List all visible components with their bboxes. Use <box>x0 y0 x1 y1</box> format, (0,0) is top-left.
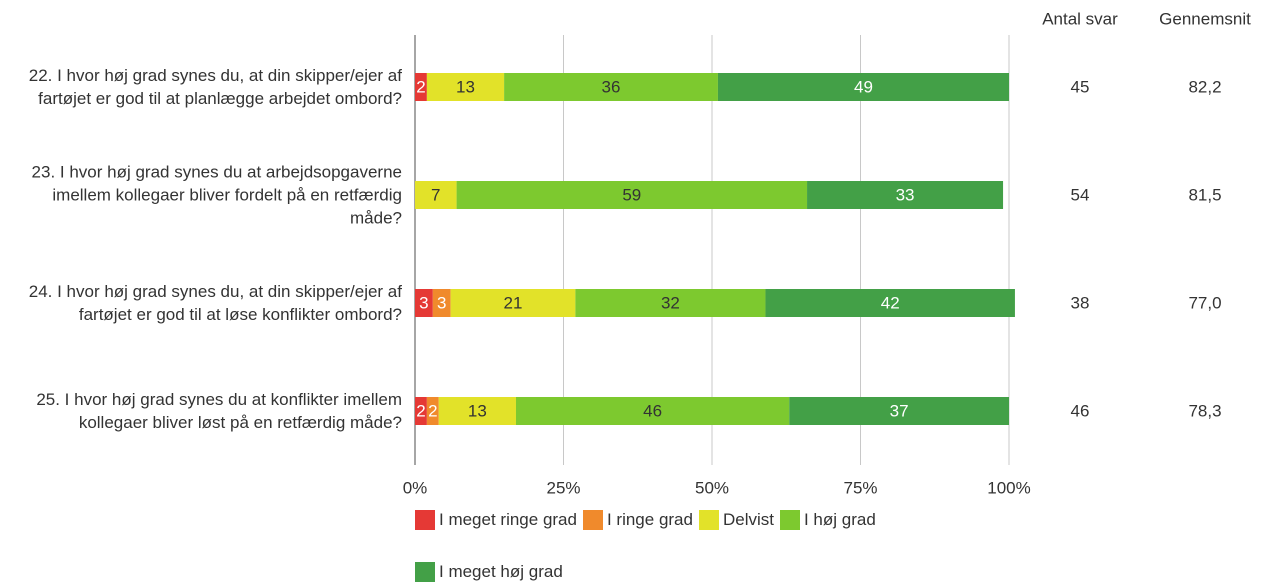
column-header: Antal svar <box>1042 9 1118 28</box>
bar-segment <box>504 73 718 101</box>
column-value: 77,0 <box>1188 293 1221 312</box>
data-label: 49 <box>854 77 873 96</box>
bar-segment <box>438 397 516 425</box>
category-label: 23. I hvor høj grad synes du at arbejdso… <box>31 162 402 228</box>
legend-swatch <box>698 510 719 530</box>
data-label: 2 <box>416 77 425 96</box>
legend-label: I ringe grad <box>606 510 693 529</box>
data-label: 36 <box>602 77 621 96</box>
legend-label: I høj grad <box>803 510 876 529</box>
legend-label: I meget ringe grad <box>439 510 577 529</box>
legend-swatch <box>415 510 435 530</box>
bar-segment <box>415 397 427 425</box>
legend-label: Delvist <box>722 510 774 529</box>
x-tick-label: 100% <box>987 478 1030 497</box>
column-value: 81,5 <box>1188 185 1221 204</box>
legend-swatch <box>415 562 435 582</box>
data-label: 2 <box>428 401 437 420</box>
bar-segment <box>515 397 790 425</box>
bar-segment <box>432 289 451 317</box>
data-label: 3 <box>419 293 428 312</box>
bar-segment <box>575 289 766 317</box>
legend-label: I meget høj grad <box>439 562 563 581</box>
data-label: 46 <box>643 401 662 420</box>
bar-segment <box>415 73 427 101</box>
column-value: 38 <box>1071 293 1090 312</box>
plot: 0% 25% 50% 75% 100%2 13 36 497 59 333 3 21 32 422 2 13 4… <box>403 9 1251 497</box>
x-tick-label: 0% <box>403 478 428 497</box>
bar-segment <box>717 73 1009 101</box>
data-label: 37 <box>890 401 909 420</box>
category-label: 24. I hvor høj grad synes du, at din ski… <box>28 282 402 324</box>
column-value: 54 <box>1071 185 1090 204</box>
data-label: 2 <box>416 401 425 420</box>
legend-item: I meget høj grad <box>415 560 563 584</box>
data-label: 13 <box>456 77 475 96</box>
legend: I meget ringe grad I ringe grad Delvist I h… <box>415 508 1015 584</box>
column-header: Gennemsnit <box>1159 9 1251 28</box>
legend-swatch <box>779 510 800 530</box>
data-label: 7 <box>431 185 440 204</box>
data-label: 32 <box>661 293 680 312</box>
category-label: 22. I hvor høj grad synes du, at din ski… <box>28 66 402 108</box>
data-label: 59 <box>622 185 641 204</box>
bar-segment <box>415 181 457 209</box>
bar-segment <box>415 289 433 317</box>
column-value: 82,2 <box>1188 77 1221 96</box>
legend-item: I meget ringe grad <box>415 508 577 532</box>
legend-item: I ringe grad <box>582 508 693 532</box>
data-label: 42 <box>881 293 900 312</box>
bar-segment <box>807 181 1004 209</box>
chart: 0% 25% 50% 75% 100% 2 13 36 49 7 59 33 3 3 21 32 42 2 2 13 4… <box>28 9 1251 582</box>
data-label: 3 <box>437 293 446 312</box>
bar-segment <box>765 289 1015 317</box>
bar-segment <box>426 397 439 425</box>
category-label: 25. I hvor høj grad synes du at konflikt… <box>36 390 402 432</box>
legend-item: Delvist <box>698 508 774 532</box>
bar-segment <box>450 289 576 317</box>
x-tick-label: 25% <box>546 478 580 497</box>
data-label: 21 <box>504 293 523 312</box>
data-label: 33 <box>896 185 915 204</box>
legend-item: I høj grad <box>779 508 876 532</box>
column-value: 45 <box>1071 77 1090 96</box>
column-value: 78,3 <box>1188 401 1221 420</box>
x-tick-label: 50% <box>695 478 729 497</box>
bar-segment <box>426 73 505 101</box>
data-label: 13 <box>468 401 487 420</box>
column-value: 46 <box>1071 401 1090 420</box>
legend-swatch <box>582 510 603 530</box>
x-tick-label: 75% <box>843 478 877 497</box>
bar-segment <box>456 181 808 209</box>
bar-segment <box>789 397 1009 425</box>
